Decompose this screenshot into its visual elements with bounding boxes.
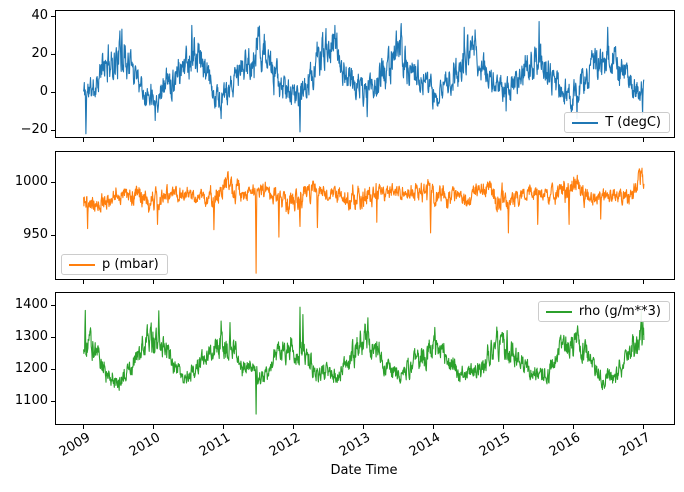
axes-density: rho (g/m**3): [55, 292, 675, 425]
legend-line-sample-pressure: [69, 263, 95, 266]
x-tick-mark: [433, 280, 434, 284]
x-tick-mark: [433, 138, 434, 142]
y-tick-label: 1000: [14, 174, 48, 189]
legend-pressure: p (mbar): [61, 254, 168, 275]
x-tick-mark: [293, 138, 294, 142]
x-tick-mark: [363, 138, 364, 142]
y-tick-label: 1200: [14, 361, 48, 376]
x-tick-mark: [153, 280, 154, 284]
x-tick-mark: [363, 425, 364, 429]
y-tick-label: 40: [31, 8, 48, 23]
x-tick-mark: [223, 138, 224, 142]
x-tick-mark: [573, 138, 574, 142]
x-tick-mark: [83, 425, 84, 429]
y-tick-mark: [51, 92, 55, 93]
x-tick-mark: [503, 425, 504, 429]
x-tick-mark: [503, 280, 504, 284]
y-tick-mark: [51, 369, 55, 370]
x-tick-mark: [643, 138, 644, 142]
y-tick-label: 1400: [14, 297, 48, 312]
axes-pressure: p (mbar): [55, 151, 675, 280]
x-tick-mark: [363, 280, 364, 284]
x-tick-mark: [643, 425, 644, 429]
x-tick-mark: [503, 138, 504, 142]
legend-line-sample-temperature: [572, 121, 599, 124]
density-series-line: [83, 306, 645, 415]
x-tick-mark: [293, 425, 294, 429]
x-tick-mark: [433, 425, 434, 429]
legend-line-sample-density: [545, 310, 572, 313]
y-tick-mark: [51, 182, 55, 183]
x-tick-mark: [643, 280, 644, 284]
y-tick-label: 0: [39, 84, 48, 99]
y-tick-label: 20: [31, 46, 48, 61]
x-tick-mark: [153, 138, 154, 142]
temperature-series-line: [83, 21, 645, 135]
x-tick-mark: [83, 138, 84, 142]
x-tick-mark: [223, 425, 224, 429]
y-tick-label: 1300: [14, 329, 48, 344]
axes-temperature: T (degC): [55, 10, 675, 138]
y-tick-mark: [51, 401, 55, 402]
x-tick-mark: [83, 280, 84, 284]
x-tick-mark: [293, 280, 294, 284]
y-tick-mark: [51, 305, 55, 306]
y-tick-mark: [51, 54, 55, 55]
x-tick-mark: [573, 280, 574, 284]
y-tick-label: 950: [23, 227, 48, 242]
pressure-series-line: [83, 167, 645, 274]
x-tick-mark: [223, 280, 224, 284]
x-tick-mark: [153, 425, 154, 429]
legend-label-pressure: p (mbar): [102, 257, 159, 272]
y-tick-mark: [51, 16, 55, 17]
y-tick-mark: [51, 235, 55, 236]
legend-label-temperature: T (degC): [605, 115, 661, 130]
x-tick-mark: [573, 425, 574, 429]
x-axis-title: Date Time: [330, 463, 398, 478]
legend-label-density: rho (g/m**3): [578, 304, 661, 319]
y-tick-label: 1100: [14, 393, 48, 408]
legend-density: rho (g/m**3): [537, 301, 670, 322]
y-tick-mark: [51, 130, 55, 131]
y-tick-label: −20: [20, 122, 48, 137]
y-tick-mark: [51, 337, 55, 338]
legend-temperature: T (degC): [564, 112, 670, 133]
